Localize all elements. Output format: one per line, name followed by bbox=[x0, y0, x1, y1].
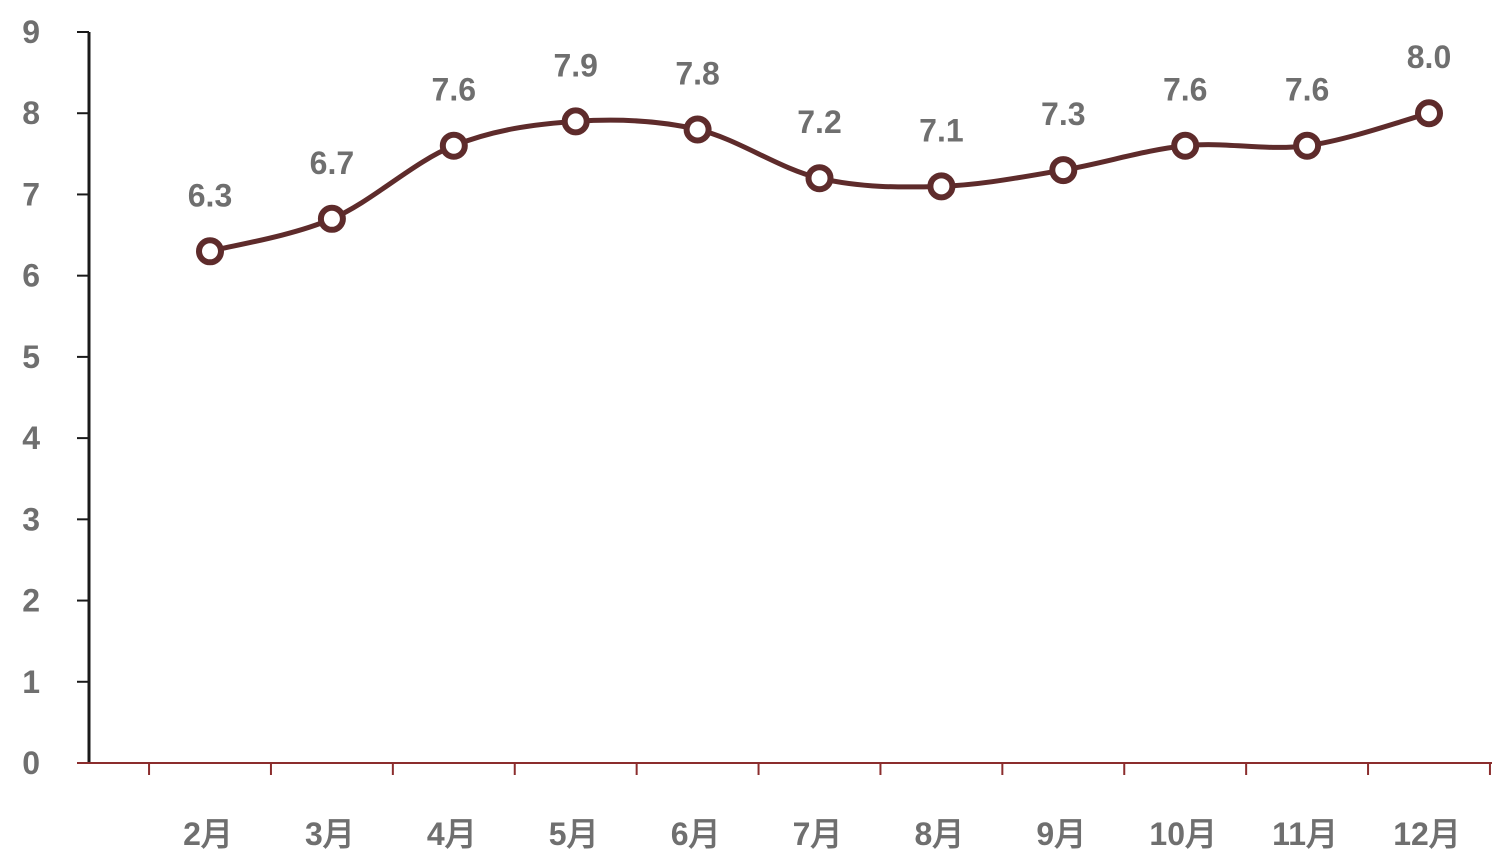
y-tick-label: 1 bbox=[22, 664, 40, 700]
x-tick-label: 6月 bbox=[671, 816, 721, 852]
data-label: 7.2 bbox=[797, 104, 841, 140]
x-tick-label: 3月 bbox=[305, 816, 355, 852]
data-point bbox=[1293, 131, 1322, 160]
data-point bbox=[196, 237, 224, 266]
data-label: 8.0 bbox=[1407, 39, 1451, 75]
y-tick-label: 3 bbox=[22, 501, 40, 537]
x-tick-label: 11月 bbox=[1272, 816, 1338, 852]
data-label: 7.6 bbox=[432, 72, 476, 108]
data-point bbox=[805, 164, 834, 193]
axes bbox=[77, 31, 1492, 775]
x-tick-label: 12月 bbox=[1393, 816, 1461, 852]
y-tick-labels: 0 1 2 3 4 5 6 7 8 9 bbox=[22, 14, 40, 781]
x-tick-label: 5月 bbox=[549, 816, 599, 852]
data-point bbox=[561, 107, 590, 136]
y-tick-label: 2 bbox=[22, 583, 40, 619]
y-tick-label: 5 bbox=[22, 339, 40, 375]
data-label: 7.6 bbox=[1285, 72, 1329, 108]
data-point bbox=[927, 172, 956, 201]
y-tick-label: 8 bbox=[22, 95, 40, 131]
data-label: 6.3 bbox=[188, 177, 232, 213]
x-tick-label: 9月 bbox=[1036, 816, 1086, 852]
data-labels: 6.3 6.7 7.6 7.9 7.8 7.2 7.1 7.3 7.6 7.6 8.0 bbox=[188, 39, 1451, 213]
data-label: 7.9 bbox=[553, 47, 597, 83]
y-tick-label: 4 bbox=[22, 420, 40, 456]
data-label: 7.8 bbox=[675, 55, 719, 91]
data-point bbox=[317, 204, 346, 233]
data-point bbox=[439, 131, 468, 160]
x-tick-label: 8月 bbox=[914, 816, 964, 852]
data-label: 7.1 bbox=[919, 112, 963, 148]
y-tick-label: 9 bbox=[22, 14, 40, 50]
data-point bbox=[1415, 99, 1443, 128]
y-tick-label: 0 bbox=[22, 745, 40, 781]
x-tick-label: 7月 bbox=[793, 816, 843, 852]
x-tick-label: 2月 bbox=[183, 816, 233, 852]
series-markers bbox=[196, 99, 1443, 266]
data-point bbox=[1171, 131, 1200, 160]
x-tick-labels: 2月 3月 4月 5月 6月 7月 8月 9月 10月 11月 12月 bbox=[183, 816, 1461, 852]
data-label: 7.3 bbox=[1041, 96, 1085, 132]
y-tick-label: 7 bbox=[22, 176, 40, 212]
data-label: 7.6 bbox=[1163, 72, 1207, 108]
data-label: 6.7 bbox=[310, 145, 354, 181]
x-tick-label: 10月 bbox=[1149, 816, 1217, 852]
x-tick-label: 4月 bbox=[427, 816, 477, 852]
data-point bbox=[1049, 156, 1078, 185]
y-tick-label: 6 bbox=[22, 258, 40, 294]
data-point bbox=[683, 115, 712, 144]
